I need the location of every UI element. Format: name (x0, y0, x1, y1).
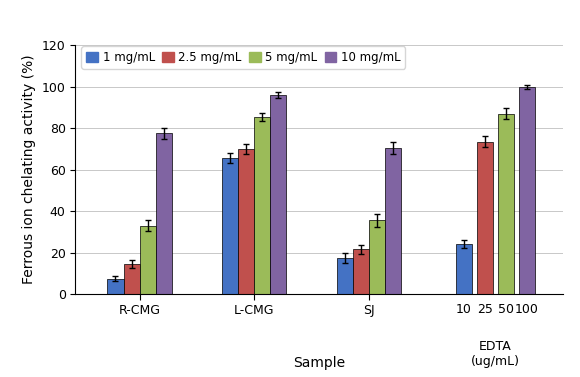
Bar (337, 258, 353, 294)
Text: 25: 25 (477, 303, 493, 316)
Bar (140, 225, 155, 294)
Bar (456, 244, 472, 294)
Legend: 1 mg/mL, 2.5 mg/mL, 5 mg/mL, 10 mg/mL: 1 mg/mL, 2.5 mg/mL, 5 mg/mL, 10 mg/mL (81, 46, 405, 69)
Bar (238, 149, 254, 294)
Text: 50: 50 (498, 303, 514, 316)
Y-axis label: Ferrous ion chelating activity (%): Ferrous ion chelating activity (%) (22, 55, 36, 285)
X-axis label: Sample: Sample (293, 356, 345, 370)
Bar (369, 221, 385, 294)
Bar (477, 142, 493, 294)
Bar (222, 158, 238, 294)
Bar (270, 95, 287, 294)
Bar (353, 250, 369, 294)
Bar (254, 117, 270, 294)
Text: 100: 100 (515, 303, 539, 316)
Bar (519, 87, 535, 294)
Text: 10: 10 (456, 303, 472, 316)
Bar (107, 279, 124, 294)
Text: EDTA
(ug/mL): EDTA (ug/mL) (471, 340, 520, 368)
Bar (498, 114, 514, 294)
Bar (155, 133, 172, 294)
Bar (385, 148, 401, 294)
Bar (124, 264, 140, 294)
